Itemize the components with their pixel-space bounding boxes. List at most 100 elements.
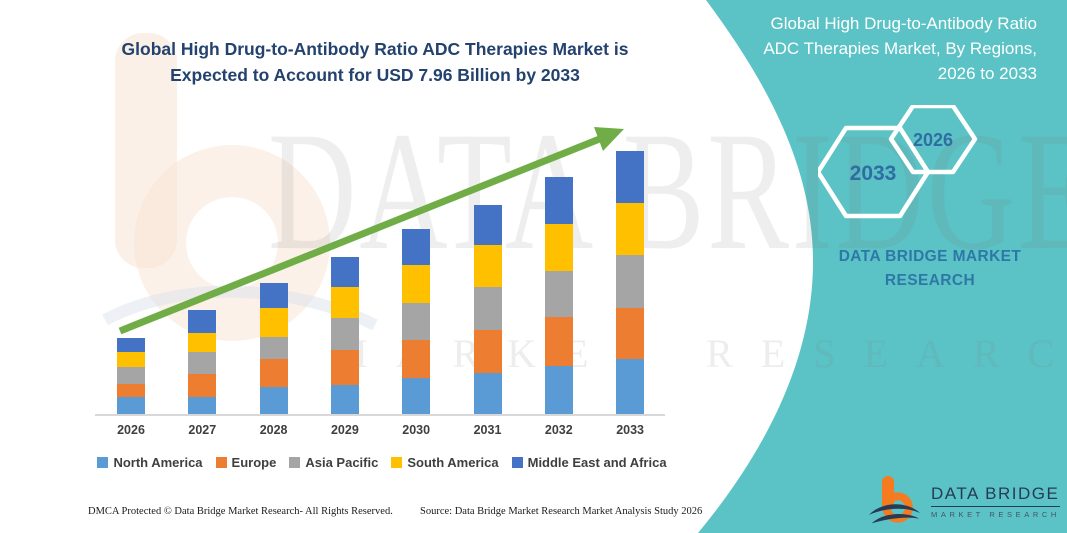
legend-item: Middle East and Africa <box>511 455 667 470</box>
x-axis-label: 2031 <box>473 423 502 437</box>
x-axis-label: 2027 <box>188 423 217 437</box>
bar-2028 <box>259 282 288 414</box>
source-note: Source: Data Bridge Market Research Mark… <box>420 506 703 517</box>
bar-segment <box>616 202 645 255</box>
chart-title-line1: Global High Drug-to-Antibody Ratio ADC T… <box>121 39 629 59</box>
bar-segment <box>117 366 145 385</box>
bar-2026 <box>117 337 145 414</box>
bar-segment <box>402 378 431 414</box>
bar-segment <box>117 397 145 414</box>
bar-segment <box>616 151 645 203</box>
bar-segment <box>259 358 288 387</box>
legend-label: Europe <box>231 455 277 470</box>
brand-watermark-text: DATA BRIDGE <box>268 97 1067 285</box>
chart-title-line2: Expected to Account for USD 7.96 Billion… <box>170 65 580 85</box>
legend-swatch-icon <box>391 457 403 468</box>
bar-segment <box>117 384 145 398</box>
bar-segment <box>616 254 645 309</box>
hexagon-2026-label: 2026 <box>913 130 953 150</box>
chart-legend: North America Europe Asia Pacific South Ame… <box>92 455 672 470</box>
bar-segment <box>188 309 217 333</box>
legend-item: Asia Pacific <box>289 455 378 470</box>
panel-title-line1: Global High Drug-to-Antibody Ratio <box>770 14 1037 33</box>
hexagon-2033-label: 2033 <box>850 162 897 185</box>
x-axis-label: 2028 <box>259 423 288 437</box>
bar-segment <box>188 352 217 375</box>
bar-segment <box>402 229 431 266</box>
panel-brand-line2: RESEARCH <box>884 272 976 289</box>
panel-brand-text: DATA BRIDGE MARKET RESEARCH <box>795 245 1065 293</box>
stacked-bar-chart <box>95 148 665 416</box>
legend-label: South America <box>407 455 499 470</box>
bar-segment <box>473 330 502 374</box>
bar-segment <box>188 397 217 414</box>
bar-segment <box>473 287 502 331</box>
legend-swatch-icon <box>289 457 301 468</box>
legend-item: South America <box>391 455 499 470</box>
bar-segment <box>188 332 217 353</box>
logo-brand-name: DATA BRIDGE <box>931 484 1060 507</box>
bar-segment <box>188 374 217 398</box>
bar-segment <box>402 303 431 341</box>
bar-segment <box>544 366 573 414</box>
x-axis-label: 2026 <box>117 423 145 437</box>
logo-b-icon <box>868 475 921 524</box>
bar-segment <box>259 336 288 359</box>
x-axis-label: 2029 <box>330 423 359 437</box>
hexagon-2026-icon <box>888 105 978 175</box>
bar-segment <box>473 373 502 414</box>
bar-segment <box>259 386 288 414</box>
brand-watermark-subtext: MARKET RESEARCH <box>332 331 1067 376</box>
logo-brand-subtitle: MARKET RESEARCH <box>931 509 1060 519</box>
bar-segment <box>544 223 573 272</box>
bar-segment <box>259 307 288 337</box>
x-axis-labels: 2026 2027 2028 2029 2030 2031 2032 2033 <box>95 423 665 441</box>
bar-2027 <box>188 309 217 414</box>
bar-2029 <box>330 257 359 414</box>
legend-swatch-icon <box>511 457 523 468</box>
legend-item: Europe <box>215 455 277 470</box>
bar-2030 <box>402 229 431 414</box>
legend-item: North America <box>97 455 203 470</box>
bar-segment <box>616 359 645 414</box>
bar-segment <box>330 385 359 414</box>
logo-text: DATA BRIDGE MARKET RESEARCH <box>931 484 1060 519</box>
company-logo: DATA BRIDGE MARKET RESEARCH <box>868 474 1060 528</box>
bar-segment <box>473 204 502 246</box>
legend-label: North America <box>113 455 203 470</box>
bar-segment <box>544 271 573 318</box>
legend-swatch-icon <box>215 457 227 468</box>
bar-segment <box>330 350 359 385</box>
bar-segment <box>330 257 359 287</box>
panel-brand-line1: DATA BRIDGE MARKET <box>838 248 1022 265</box>
bar-segment <box>259 282 288 308</box>
bar-segment <box>402 340 431 378</box>
panel-title-line2: ADC Therapies Market, By Regions, <box>763 39 1037 58</box>
bar-segment <box>330 287 359 318</box>
bar-segment <box>117 351 145 367</box>
bar-segment <box>616 308 645 360</box>
bar-segment <box>402 265 431 304</box>
x-axis-line <box>95 414 665 416</box>
bar-segment <box>330 318 359 350</box>
bar-2032 <box>544 176 573 414</box>
panel-title-line3: 2026 to 2033 <box>937 64 1037 83</box>
panel-title: Global High Drug-to-Antibody Ratio ADC T… <box>733 11 1037 86</box>
chart-title: Global High Drug-to-Antibody Ratio ADC T… <box>85 36 665 88</box>
dmca-notice: DMCA Protected © Data Bridge Market Rese… <box>88 506 393 517</box>
bar-segment <box>473 245 502 288</box>
bar-2031 <box>473 204 502 414</box>
legend-swatch-icon <box>97 457 109 468</box>
bar-segment <box>544 317 573 367</box>
bar-segment <box>544 176 573 224</box>
year-hexagons: 2033 2026 <box>818 105 978 219</box>
legend-label: Middle East and Africa <box>527 455 667 470</box>
x-axis-label: 2032 <box>544 423 573 437</box>
x-axis-label: 2033 <box>616 423 644 437</box>
trend-arrow-icon <box>118 127 624 335</box>
x-axis-label: 2030 <box>402 423 431 437</box>
bar-segment <box>117 337 145 352</box>
bar-2033 <box>616 151 645 414</box>
legend-label: Asia Pacific <box>305 455 379 470</box>
